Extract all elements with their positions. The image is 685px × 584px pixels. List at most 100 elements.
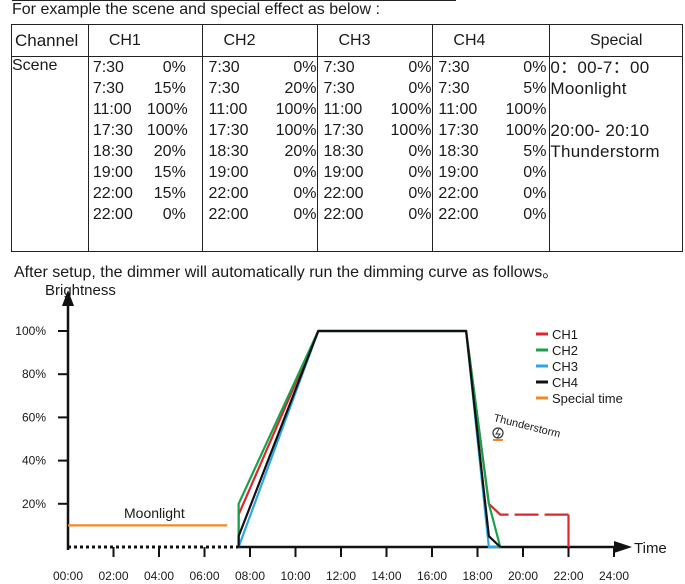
schedule-entry: 7:30 0% (203, 57, 317, 78)
header-ch4: CH4 (432, 24, 551, 57)
special-schedule: 0：00-7：00 Moonlight 20:00- 20:10 Thunder… (549, 56, 683, 252)
entry-level: 20% (153, 143, 186, 160)
schedule-entry: 7:30 0% (89, 57, 203, 78)
lightning-bolt-icon (495, 428, 501, 439)
entry-level: 100% (275, 101, 317, 118)
moonlight-label: Moonlight (124, 505, 185, 521)
legend-label: CH4 (552, 375, 578, 390)
entry-level: 100% (390, 122, 432, 139)
legend-label: CH2 (552, 343, 578, 358)
entry-level: 0% (408, 143, 432, 160)
x-tick-label: 08:00 (235, 569, 265, 583)
schedule-entry: 18:30 20% (89, 141, 203, 162)
entry-level: 15% (153, 185, 186, 202)
entry-level: 100% (505, 122, 547, 139)
series-line-ch4 (237, 329, 502, 548)
schedule-entry: 19:00 0% (318, 162, 432, 183)
entry-time: 17:30 (92, 122, 133, 139)
header-ch2: CH2 (202, 24, 319, 57)
entry-time: 7:30 (323, 80, 355, 97)
entry-time: 7:30 (323, 59, 355, 76)
y-axis-arrow (62, 290, 74, 306)
special-line: Moonlight (550, 79, 627, 98)
special-line: Thunderstorm (550, 142, 660, 161)
entry-time: 22:00 (208, 185, 249, 202)
entry-time: 7:30 (92, 59, 124, 76)
x-tick-label: 00:00 (53, 569, 83, 583)
schedule-entry: 19:00 15% (89, 162, 203, 183)
schedule-table: Channel CH1 CH2 CH3 CH4 Special Scene 7:… (11, 24, 683, 252)
entry-time: 11:00 (92, 101, 132, 118)
schedule-entry: 22:00 0% (318, 183, 432, 204)
x-tick-label: 18:00 (462, 569, 492, 583)
schedule-entry: 11:00 100% (203, 99, 317, 120)
entry-time: 11:00 (323, 101, 363, 118)
x-tick-label: 14:00 (371, 569, 401, 583)
entry-level: 0% (408, 206, 432, 223)
legend-label: CH3 (552, 359, 578, 374)
entry-level: 0% (293, 164, 317, 181)
entry-level: 0% (162, 59, 186, 76)
entry-level: 0% (523, 59, 547, 76)
x-tick-label: 04:00 (144, 569, 174, 583)
after-setup-text: After setup, the dimmer will automatical… (14, 264, 559, 281)
entry-time: 19:00 (92, 164, 133, 181)
entry-level: 0% (523, 185, 547, 202)
scene-row: Scene 7:30 0% 7:30 15% 11:00 100% 17:30 100% 18:… (11, 56, 683, 252)
ch2-schedule: 7:30 0% 7:30 20% 11:00 100% 17:30 100% 18:30 20% 1… (202, 56, 319, 252)
x-tick-label: 10:00 (280, 569, 310, 583)
schedule-entry: 17:30 100% (89, 120, 203, 141)
schedule-entry: 11:00 100% (89, 99, 203, 120)
x-tick-label: 02:00 (98, 569, 128, 583)
scene-label: Scene (11, 56, 89, 252)
y-tick-label: 60% (22, 410, 46, 424)
entry-level: 0% (293, 185, 317, 202)
legend-label: CH1 (552, 327, 578, 342)
schedule-entry: 22:00 15% (89, 183, 203, 204)
y-tick-label: 20% (22, 497, 46, 511)
schedule-entry: 11:00 100% (433, 99, 549, 120)
y-tick-label: 80% (22, 367, 46, 381)
schedule-entry: 22:00 0% (89, 204, 203, 225)
entry-time: 17:30 (438, 122, 479, 139)
entry-time: 22:00 (438, 206, 479, 223)
entry-time: 7:30 (438, 59, 470, 76)
schedule-entry: 7:30 5% (433, 78, 549, 99)
entry-level: 15% (153, 164, 186, 181)
entry-level: 100% (505, 101, 547, 118)
entry-time: 19:00 (323, 164, 364, 181)
entry-time: 19:00 (208, 164, 249, 181)
entry-time: 18:30 (92, 143, 133, 160)
entry-level: 5% (523, 80, 547, 97)
table-header-row: Channel CH1 CH2 CH3 CH4 Special (11, 24, 683, 57)
entry-time: 22:00 (208, 206, 249, 223)
header-ch3: CH3 (317, 24, 434, 57)
entry-level: 0% (293, 59, 317, 76)
x-tick-label: 22:00 (553, 569, 583, 583)
ch3-schedule: 7:30 0% 7:30 0% 11:00 100% 17:30 100% 18:30 0% 19:… (317, 56, 434, 252)
entry-time: 18:30 (438, 143, 479, 160)
schedule-entry: 7:30 20% (203, 78, 317, 99)
entry-level: 100% (390, 101, 432, 118)
entry-level: 0% (408, 59, 432, 76)
entry-level: 100% (146, 122, 188, 139)
intro-rule (12, 0, 456, 1)
ch1-schedule: 7:30 0% 7:30 15% 11:00 100% 17:30 100% 18:30 20% 1… (87, 56, 204, 252)
lightning-icon (492, 427, 504, 439)
entry-level: 0% (162, 206, 186, 223)
entry-level: 20% (284, 80, 317, 97)
special-line: 0：00-7：00 (550, 58, 650, 77)
schedule-entry: 7:30 0% (318, 57, 432, 78)
entry-time: 22:00 (323, 206, 364, 223)
entry-level: 0% (523, 206, 547, 223)
schedule-entry: 18:30 20% (203, 141, 317, 162)
entry-time: 11:00 (438, 101, 478, 118)
entry-level: 0% (408, 164, 432, 181)
header-special: Special (549, 24, 683, 57)
header-channel: Channel (11, 24, 89, 57)
entry-time: 22:00 (323, 185, 364, 202)
entry-time: 17:30 (323, 122, 364, 139)
schedule-entry: 22:00 0% (203, 204, 317, 225)
x-axis-label: Time (634, 540, 667, 557)
special-line (550, 99, 682, 120)
